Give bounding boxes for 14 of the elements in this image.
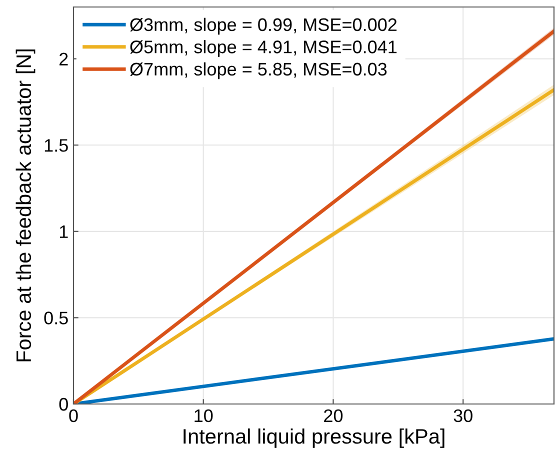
legend-label: Ø3mm, slope = 0.99, MSE=0.002 <box>130 18 397 35</box>
x-tick-label: 20 <box>324 409 343 422</box>
x-tick-label: 0 <box>69 409 78 422</box>
legend-label: Ø7mm, slope = 5.85, MSE=0.03 <box>130 62 387 80</box>
y-axis-title: Force at the feedback actuator [N] <box>16 49 36 362</box>
y-tick-label: 1 <box>60 226 68 238</box>
y-tick-label: 1.5 <box>44 139 68 152</box>
legend-label: Ø5mm, slope = 4.91, MSE=0.041 <box>130 40 397 57</box>
y-tick-label: 2 <box>60 52 68 66</box>
y-tick-label: 0.5 <box>44 312 68 324</box>
y-tick-label: 0 <box>59 398 68 411</box>
x-tick-label: 10 <box>194 409 213 422</box>
x-tick-label: 30 <box>454 409 472 422</box>
x-axis-title: Internal liquid pressure [kPa] <box>184 428 444 448</box>
